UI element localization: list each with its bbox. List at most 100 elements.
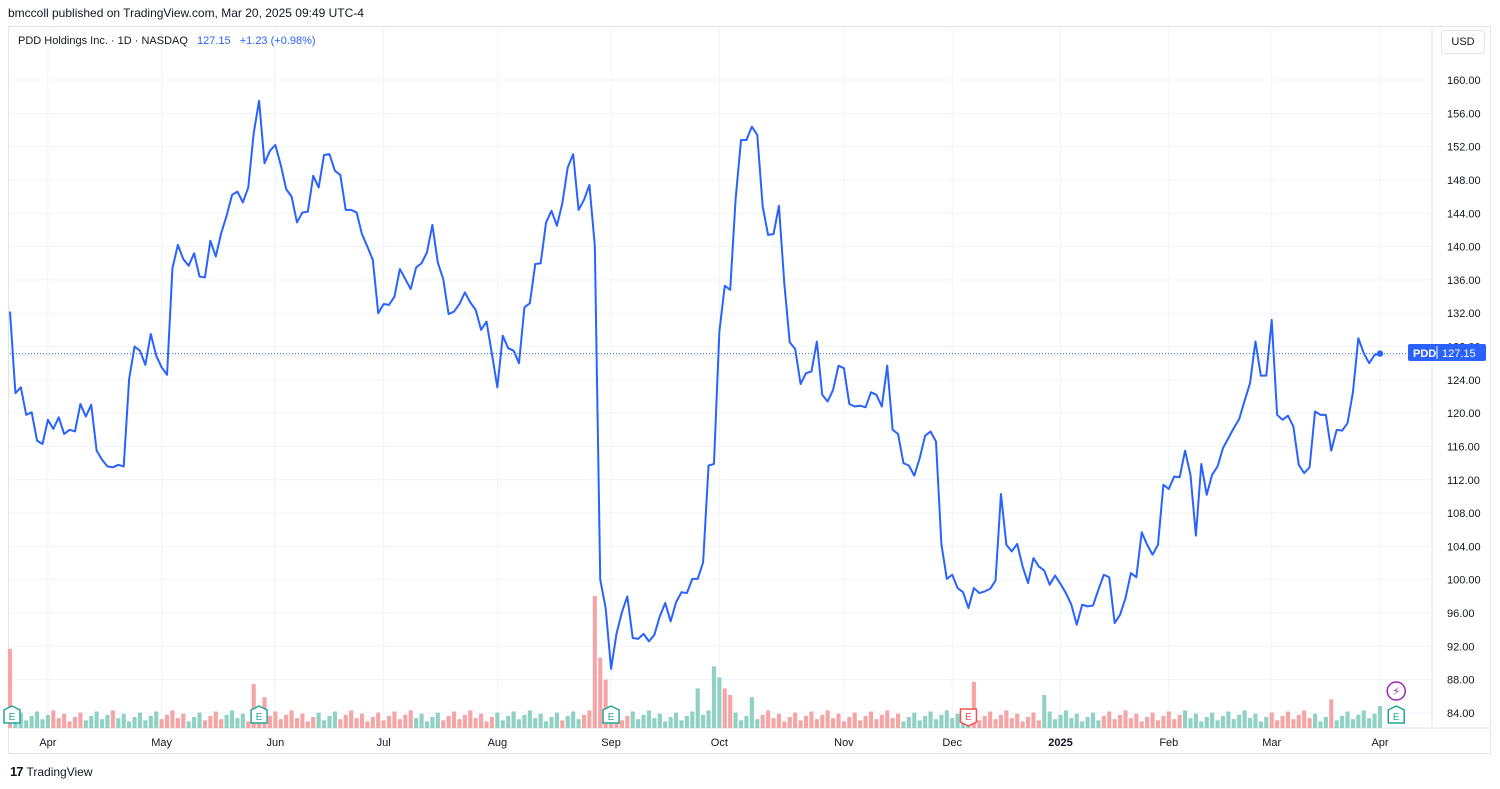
volume-bar [148, 715, 153, 728]
volume-bar [993, 719, 998, 728]
y-tick-label: 108.00 [1447, 508, 1481, 520]
volume-bar [105, 714, 110, 728]
volume-bar [1118, 714, 1123, 728]
volume-bar [933, 719, 939, 728]
volume-bar [1172, 719, 1177, 728]
volume-bar [51, 710, 56, 728]
volume-bar [137, 712, 143, 728]
volume-bar [663, 721, 668, 728]
volume-bar [793, 712, 798, 728]
y-tick-label: 84.00 [1447, 708, 1475, 720]
volume-bar [646, 710, 652, 728]
volume-bar [495, 712, 500, 728]
legend-symbol[interactable]: PDD Holdings Inc. · 1D · NASDAQ [18, 35, 188, 47]
volume-bar [1183, 710, 1188, 728]
earnings-marker[interactable]: E [602, 705, 620, 724]
earnings-marker[interactable]: E [1387, 705, 1405, 724]
volume-bar [441, 720, 446, 728]
volume-bar [170, 710, 175, 728]
volume-bar [278, 719, 283, 728]
publisher-line: bmccoll published on TradingView.com, Ma… [8, 6, 364, 20]
volume-bar [397, 719, 402, 728]
legend-last: 127.15 [197, 35, 231, 47]
volume-bar [636, 719, 641, 728]
volume-bar [728, 695, 733, 728]
volume-bar [554, 712, 559, 728]
volume-bar [408, 710, 413, 728]
currency-button[interactable]: USD [1441, 30, 1485, 54]
volume-bar [1177, 714, 1182, 728]
volume-bar [1074, 713, 1079, 728]
volume-bar [923, 715, 928, 728]
earnings-marker-shape [3, 705, 21, 724]
x-tick-label: Mar [1262, 737, 1281, 749]
x-tick-label: Jun [266, 737, 284, 749]
volume-bar [1128, 718, 1133, 728]
y-tick-label: 148.00 [1447, 175, 1481, 187]
volume-bar [305, 721, 310, 728]
y-tick-label: 144.00 [1447, 208, 1481, 220]
volume-bar [1047, 711, 1052, 728]
y-tick-label: 136.00 [1447, 275, 1481, 287]
price-tag-bg [1408, 344, 1486, 361]
last-price-dot [1376, 350, 1384, 357]
volume-bar [847, 717, 852, 728]
volume-bar [982, 715, 987, 728]
volume-bar [960, 721, 966, 728]
volume-bar [403, 714, 408, 728]
volume-bar [159, 719, 164, 728]
volume-bar [154, 711, 159, 728]
volume-bar [430, 717, 435, 728]
volume-bar [668, 717, 673, 728]
x-tick-label: Apr [39, 737, 56, 749]
volume-bar [1231, 719, 1236, 728]
volume-bar [522, 714, 527, 728]
volume-bar [376, 712, 381, 728]
price-tag-ticker: PDD [1413, 348, 1436, 360]
volume-bar [327, 715, 332, 728]
chart-frame [8, 26, 1491, 754]
volume-bar [229, 710, 235, 728]
volume-bar [901, 721, 906, 728]
x-tick-label: May [151, 737, 172, 749]
volume-bar [89, 715, 94, 728]
volume-bar [592, 596, 597, 728]
volume-bar [1080, 721, 1085, 728]
grid [9, 27, 1490, 729]
x-tick-label: Feb [1159, 737, 1178, 749]
volume-bar [1275, 720, 1280, 728]
volume-bar [1199, 721, 1204, 728]
volume-bar [484, 721, 489, 728]
x-axis: Apr May Jun Jul Aug Sep Oct Nov Dec 2025 Feb Mar Apr [39, 737, 1389, 749]
volume-bar [598, 657, 603, 728]
earnings-marker-label: E [9, 712, 16, 723]
volume-bar [202, 720, 207, 728]
volume-bar [500, 720, 505, 728]
earnings-marker[interactable]: E [250, 705, 268, 724]
volume-bar [213, 711, 218, 728]
dividend-flash-icon[interactable]: ⚡ [1386, 681, 1406, 701]
volume-bar [977, 720, 982, 728]
volume-bar [1150, 712, 1155, 728]
volume-bar [332, 711, 337, 728]
volume-bar [706, 710, 711, 728]
volume-bar [175, 718, 180, 728]
volume-bar [939, 714, 944, 728]
y-tick-label: 100.00 [1447, 575, 1481, 587]
footer-brand[interactable]: 17 TradingView [10, 762, 93, 782]
volume-bar [738, 720, 744, 728]
legend-change: +1.23 (+0.98%) [239, 35, 316, 47]
volume-bar [251, 684, 256, 728]
earnings-marker[interactable]: E [3, 705, 21, 724]
y-tick-label: 152.00 [1447, 142, 1481, 154]
volume-bar [1220, 715, 1226, 728]
volume-bar [1285, 711, 1291, 728]
volume-bar [831, 718, 836, 728]
earnings-marker[interactable]: E [959, 708, 978, 727]
volume-bar [527, 710, 532, 728]
earnings-marker-shape [250, 705, 268, 724]
volume-bar [186, 721, 191, 728]
flash-glyph: ⚡ [1392, 685, 1400, 698]
volume-bar [1372, 713, 1377, 728]
